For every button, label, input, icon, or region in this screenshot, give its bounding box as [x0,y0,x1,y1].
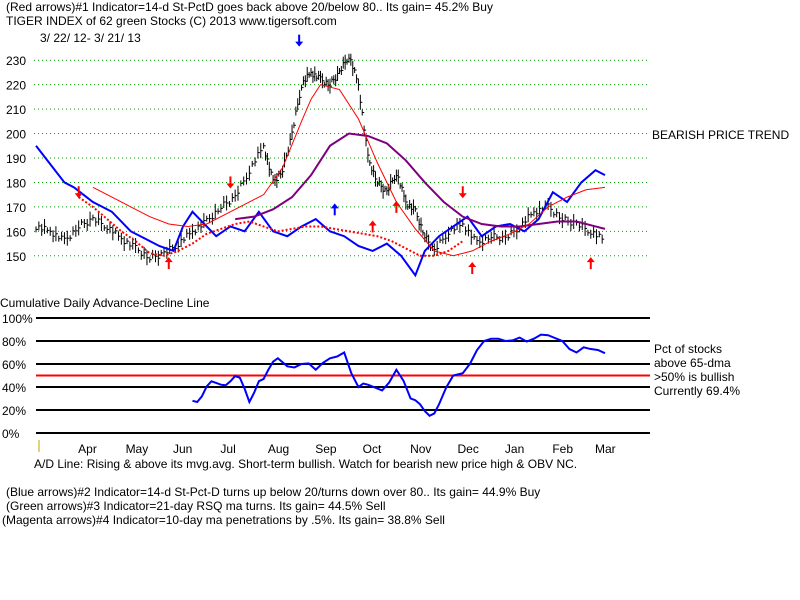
price-tick-label: 160 [6,225,26,239]
note-green-arrows: (Green arrows)#3 Indicator=21-day RSQ ma… [6,499,386,513]
series-blue-indicator [35,145,606,278]
arrow-head [458,193,467,199]
trend-label: BEARISH PRICE TREND [652,128,790,142]
signal-arrow-up [368,220,377,233]
header-line-2: TIGER INDEX of 62 green Stocks (C) 2013 … [6,14,337,28]
adl-comment: A/D Line: Rising & above its mvg.avg. Sh… [34,457,578,471]
arrow-head [74,193,83,199]
month-label: Sep [315,442,337,456]
month-label: Jul [220,442,235,456]
month-label: Dec [457,442,478,456]
signal-arrow-down [295,34,304,47]
price-panel: 150 160 170 180 190 200 210 220 230 [6,34,650,278]
month-label: Oct [363,442,382,456]
note-magenta-arrows: (Magenta arrows)#4 Indicator=10-day ma p… [2,513,445,527]
pct-legend-1: Pct of stocks [654,342,723,356]
adl-title: Cumulative Daily Advance-Decline Line [0,296,210,310]
price-tick-label: 190 [6,152,26,166]
month-label: Mar [595,442,616,456]
series-red-200-day-dotted- [78,196,464,257]
month-label: Nov [410,442,431,456]
adl-tick-label: 20% [2,404,26,418]
signal-arrow-up [586,257,595,270]
adl-tick-label: 80% [2,335,26,349]
arrow-head [164,257,173,263]
arrow-head [368,220,377,226]
pct-legend-2: above 65-dma [654,356,731,370]
month-label: Jun [173,442,192,456]
arrow-head [330,203,339,209]
signal-arrow-up [330,203,339,216]
month-label: Jan [505,442,524,456]
series-purple-moving-average [235,132,606,230]
arrow-head [226,183,235,189]
price-tick-label: 200 [6,128,26,142]
adl-tick-label: 100% [2,312,33,326]
pct-legend-3: >50% is bullish [654,370,735,384]
arrow-head [392,200,401,206]
price-tick-label: 180 [6,176,26,190]
month-label: May [126,442,149,456]
price-tick-label: 150 [6,250,26,264]
price-tick-label: 170 [6,201,26,215]
arrow-head [295,41,304,47]
pct-legend-4: Currently 69.4% [654,384,741,398]
adl-tick-label: 40% [2,381,26,395]
price-tick-label: 210 [6,103,26,117]
signal-arrow-up [392,200,401,213]
signal-arrow-up [468,262,477,274]
series-red-moving-average [92,84,606,257]
price-tick-label: 220 [6,79,26,93]
adl-panel: 0% 20% 40% 60% 80% 100% Apr May Jun Jul Aug Sep Oct N… [2,312,650,456]
pct-above-65dma-line [192,333,606,417]
arrow-head [586,257,595,263]
note-blue-arrows: (Blue arrows)#2 Indicator=14-d St-Pct-D … [6,485,541,499]
adl-tick-label: 60% [2,358,26,372]
signal-arrow-up [164,257,173,270]
signal-arrow-down [226,176,235,189]
month-label: Feb [552,442,573,456]
signal-arrow-down [458,186,467,199]
arrow-head [468,262,477,267]
month-label: Apr [78,442,97,456]
price-tick-label: 230 [6,54,26,68]
header-line-1: (Red arrows)#1 Indicator=14-d St-PctD go… [6,0,493,14]
adl-tick-label: 0% [2,427,20,441]
month-label: Aug [268,442,289,456]
signal-arrow-down [74,186,83,199]
date-range: 3/ 22/ 12- 3/ 21/ 13 [40,31,141,45]
